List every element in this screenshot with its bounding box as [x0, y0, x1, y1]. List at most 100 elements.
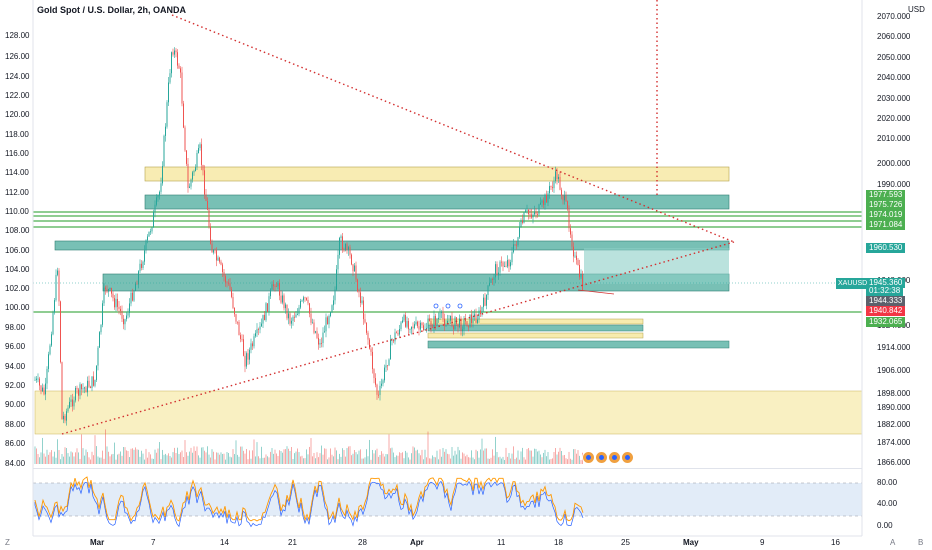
- flag-us-icon[interactable]: [595, 451, 608, 464]
- time-axis[interactable]: Mar 7 14 21 28 Apr 11 18 25 May 9 16: [33, 536, 862, 550]
- volume-bar: [268, 457, 270, 464]
- candle-body: [117, 298, 118, 307]
- auto-scale-button[interactable]: A: [890, 538, 896, 547]
- volume-bar: [40, 452, 42, 464]
- candle-body: [64, 415, 66, 421]
- left-axis-tick: 98.00: [5, 323, 26, 332]
- candle-body: [243, 339, 244, 356]
- candle-body: [513, 244, 514, 253]
- volume-bar: [100, 457, 102, 464]
- candle-body: [132, 292, 133, 301]
- flag-us-icon[interactable]: [608, 451, 621, 464]
- candle-body: [507, 260, 508, 267]
- candle-body: [276, 286, 277, 288]
- volume-bar: [205, 452, 207, 464]
- volume-bar: [166, 455, 168, 464]
- volume-bar: [76, 448, 78, 464]
- candle-body: [169, 73, 171, 83]
- volume-bar: [151, 458, 153, 464]
- volume-bar: [126, 450, 127, 464]
- volume-bar: [514, 458, 516, 464]
- volume-bar: [342, 448, 343, 464]
- volume-bar: [517, 450, 519, 464]
- volume-bar: [106, 446, 108, 464]
- volume-bar: [214, 459, 216, 464]
- volume-bar: [183, 457, 184, 464]
- candle-body: [280, 295, 282, 303]
- candle-body: [577, 259, 579, 266]
- volume-bar: [54, 451, 55, 464]
- left-price-scale[interactable]: 128.00 126.00 124.00 122.00 120.00 118.00 116.…: [0, 0, 33, 550]
- volume-bar: [118, 453, 120, 464]
- volume-bar: [102, 450, 103, 464]
- symbol-title[interactable]: Gold Spot / U.S. Dollar, 2h, OANDA: [37, 5, 187, 15]
- volume-bar: [577, 450, 579, 464]
- candle-body: [216, 250, 217, 261]
- volume-bar: [417, 449, 418, 464]
- candle-body: [138, 271, 139, 285]
- volume-bar: [46, 449, 48, 464]
- volume-bar: [541, 457, 543, 464]
- flag-us-icon[interactable]: [582, 451, 595, 464]
- candle-body: [93, 376, 94, 386]
- log-scale-button[interactable]: B: [918, 538, 924, 547]
- candle-body: [304, 297, 306, 299]
- volume-bar: [292, 458, 294, 464]
- candle-body: [255, 333, 256, 337]
- volume-bar: [444, 451, 445, 464]
- economic-events[interactable]: [582, 451, 642, 465]
- volume-bar: [349, 446, 351, 464]
- volume-bar: [436, 450, 438, 464]
- candle-body: [429, 318, 430, 321]
- volume-bar: [370, 459, 372, 464]
- left-axis-tick: 94.00: [5, 362, 26, 371]
- candle-body: [139, 263, 141, 272]
- candle-body: [306, 297, 307, 300]
- volume-bar: [190, 447, 192, 464]
- candle-body: [420, 322, 421, 330]
- flag-us-icon[interactable]: [621, 451, 634, 464]
- candle-body: [91, 376, 93, 389]
- volume-bar: [130, 448, 132, 464]
- candle-body: [478, 310, 480, 320]
- candle-body: [130, 292, 132, 304]
- volume-bar: [189, 451, 190, 464]
- candle-body: [400, 322, 402, 330]
- volume-bar: [424, 449, 426, 464]
- volume-bar: [237, 454, 238, 464]
- candle-body: [568, 209, 570, 229]
- volume-bar: [91, 451, 93, 464]
- volume-bar: [556, 454, 558, 464]
- candle-body: [46, 368, 48, 384]
- candle-body: [346, 243, 348, 251]
- time-axis-label: 7: [151, 538, 156, 547]
- volume-bar: [36, 448, 37, 464]
- volume-bar: [220, 452, 222, 464]
- volume-bar: [115, 459, 117, 464]
- volume-bar: [573, 449, 574, 464]
- volume-bar: [108, 451, 109, 464]
- candle-body: [343, 249, 345, 251]
- candle-body: [463, 319, 465, 330]
- pane-divider[interactable]: [33, 468, 862, 469]
- candle-body: [361, 300, 363, 303]
- volume-bar: [78, 452, 79, 464]
- timezone-button[interactable]: Z: [5, 538, 10, 547]
- volume-bar: [576, 453, 577, 464]
- volume-bar: [79, 458, 81, 464]
- candle-body: [298, 307, 300, 315]
- candle-body: [525, 210, 526, 213]
- projection-box: [584, 248, 729, 284]
- candle-body: [505, 265, 507, 267]
- candle-body: [381, 383, 382, 386]
- candle-body: [195, 167, 196, 171]
- candle-body: [526, 209, 528, 211]
- candle-body: [504, 265, 505, 267]
- right-price-scale[interactable]: 2070.000 2060.000 2050.000 2040.000 2030.000…: [862, 0, 932, 550]
- left-axis-tick: 102.00: [5, 284, 30, 293]
- candle-body: [396, 332, 397, 334]
- candle-body: [150, 231, 151, 233]
- volume-bar: [343, 450, 345, 464]
